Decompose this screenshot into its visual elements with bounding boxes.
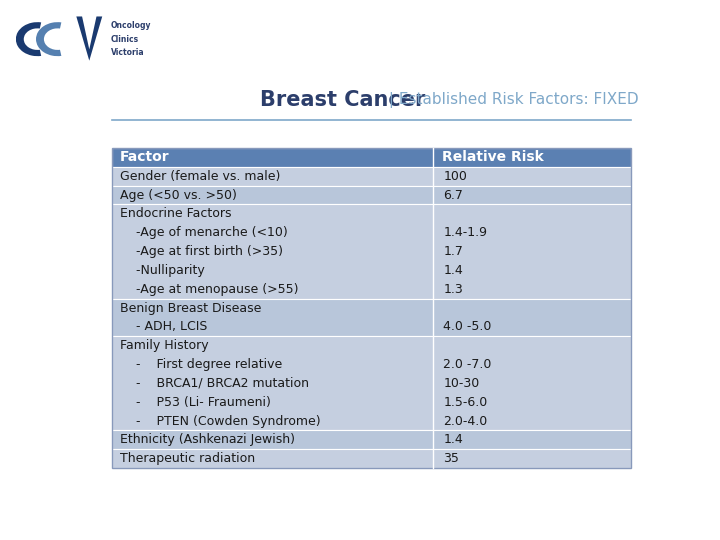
Text: - ADH, LCIS: - ADH, LCIS: [120, 320, 207, 333]
Wedge shape: [16, 22, 41, 56]
Text: 4.0 -5.0: 4.0 -5.0: [444, 320, 492, 333]
Text: Breast Cancer: Breast Cancer: [260, 90, 426, 110]
FancyBboxPatch shape: [112, 205, 631, 299]
FancyBboxPatch shape: [112, 336, 631, 430]
Text: | Established Risk Factors: FIXED: | Established Risk Factors: FIXED: [384, 92, 639, 108]
Text: Ethnicity (Ashkenazi Jewish): Ethnicity (Ashkenazi Jewish): [120, 434, 294, 447]
Text: Gender (female vs. male): Gender (female vs. male): [120, 170, 280, 183]
Text: Factor: Factor: [120, 150, 169, 164]
Text: -    PTEN (Cowden Syndrome): - PTEN (Cowden Syndrome): [120, 415, 320, 428]
FancyBboxPatch shape: [112, 299, 631, 336]
FancyBboxPatch shape: [112, 449, 631, 468]
Text: -    P53 (Li- Fraumeni): - P53 (Li- Fraumeni): [120, 396, 271, 409]
Text: 1.4: 1.4: [444, 264, 463, 277]
Text: 2.0 -7.0: 2.0 -7.0: [444, 358, 492, 371]
Text: -    First degree relative: - First degree relative: [120, 358, 282, 371]
Text: 2.0-4.0: 2.0-4.0: [444, 415, 487, 428]
Text: Benign Breast Disease: Benign Breast Disease: [120, 301, 261, 314]
Text: -    BRCA1/ BRCA2 mutation: - BRCA1/ BRCA2 mutation: [120, 377, 309, 390]
Wedge shape: [36, 22, 61, 56]
FancyBboxPatch shape: [112, 430, 631, 449]
Text: Endocrine Factors: Endocrine Factors: [120, 207, 231, 220]
Text: Therapeutic radiation: Therapeutic radiation: [120, 452, 255, 465]
Text: Family History: Family History: [120, 339, 208, 352]
Text: Relative Risk: Relative Risk: [441, 150, 544, 164]
Text: 100: 100: [444, 170, 467, 183]
FancyBboxPatch shape: [112, 148, 631, 167]
Text: -Age at menopause (>55): -Age at menopause (>55): [120, 283, 298, 296]
Text: Age (<50 vs. >50): Age (<50 vs. >50): [120, 188, 236, 201]
Text: -Nulliparity: -Nulliparity: [120, 264, 204, 277]
Text: 1.7: 1.7: [444, 245, 463, 258]
Text: Clinics: Clinics: [111, 35, 139, 44]
Text: 10-30: 10-30: [444, 377, 480, 390]
Text: 6.7: 6.7: [444, 188, 463, 201]
FancyBboxPatch shape: [112, 186, 631, 205]
FancyBboxPatch shape: [112, 167, 631, 186]
Text: 35: 35: [444, 452, 459, 465]
Text: Victoria: Victoria: [111, 48, 145, 57]
Text: 1.4: 1.4: [444, 434, 463, 447]
Text: -Age of menarche (<10): -Age of menarche (<10): [120, 226, 287, 239]
Text: 1.5-6.0: 1.5-6.0: [444, 396, 487, 409]
Text: 1.4-1.9: 1.4-1.9: [444, 226, 487, 239]
Text: 1.3: 1.3: [444, 283, 463, 296]
Text: -Age at first birth (>35): -Age at first birth (>35): [120, 245, 282, 258]
Polygon shape: [76, 16, 102, 60]
Text: Oncology: Oncology: [111, 21, 151, 30]
